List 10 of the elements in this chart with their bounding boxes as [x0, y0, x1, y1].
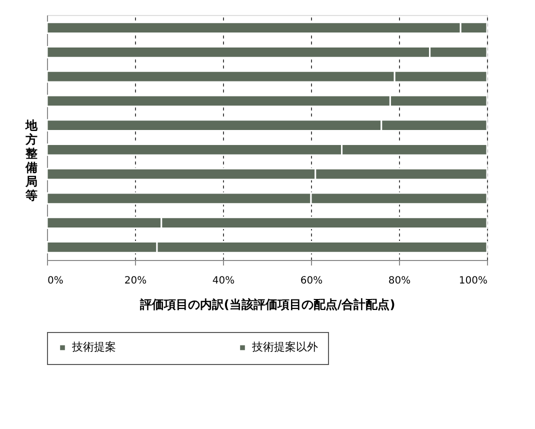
- legend-label: 技術提案以外: [251, 340, 318, 354]
- legend-label: 技術提案: [71, 340, 116, 354]
- x-tick-label: 60%: [300, 276, 323, 286]
- x-tick-label: 0%: [48, 276, 64, 286]
- x-tick-label: 80%: [388, 276, 411, 286]
- y-axis-title: 地方整備局等: [24, 118, 38, 202]
- x-tick-label: 20%: [124, 276, 147, 286]
- x-axis-title: 評価項目の内訳(当該評価項目の配点/合計配点): [138, 298, 396, 312]
- x-tick-label: 100%: [458, 276, 488, 286]
- x-tick-label: 40%: [212, 276, 235, 286]
